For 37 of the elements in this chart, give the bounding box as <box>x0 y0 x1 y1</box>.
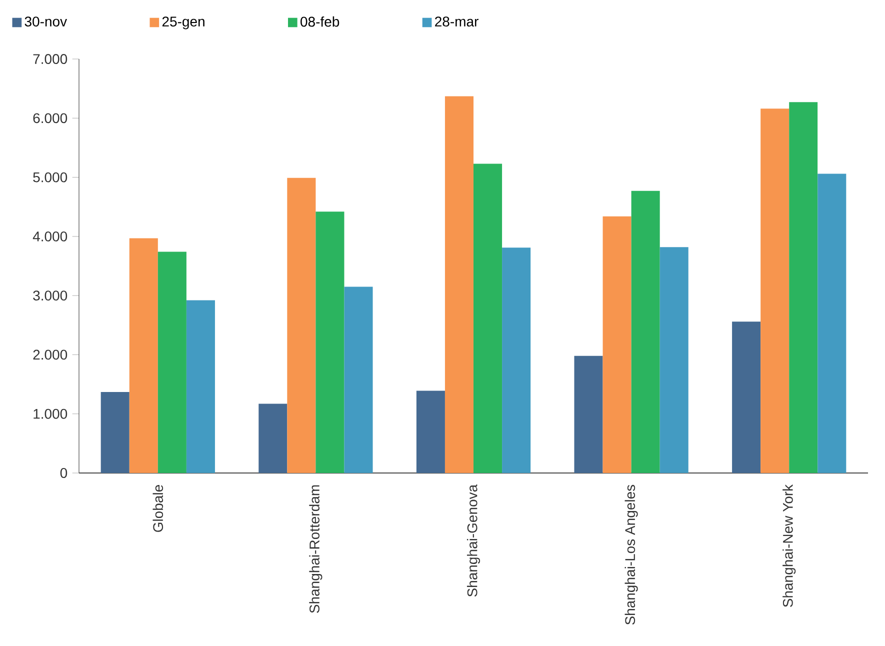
bar <box>129 238 158 473</box>
bar <box>631 190 660 473</box>
y-tick-label: 6.000 <box>33 113 68 124</box>
bar <box>760 108 790 473</box>
y-tick-label: 7.000 <box>33 54 68 64</box>
legend-label: 28-mar <box>435 16 478 27</box>
y-tick-label: 4.000 <box>32 231 68 242</box>
bar <box>574 356 603 473</box>
bar <box>100 392 130 473</box>
bar <box>502 248 531 473</box>
bar <box>602 216 632 473</box>
bar <box>818 174 846 473</box>
x-tick-label: Shanghai-Genova <box>466 484 480 597</box>
bar <box>186 300 215 473</box>
x-tick-label: Shanghai-Rotterdam <box>309 485 322 613</box>
bar <box>287 178 316 473</box>
y-tick-label: 5.000 <box>33 172 68 182</box>
bar <box>789 102 818 473</box>
legend-label: 25-gen <box>162 16 204 30</box>
x-tick-label: Shanghai-Los Angeles <box>624 484 638 625</box>
bar <box>344 286 373 473</box>
bar <box>416 390 445 473</box>
y-tick-label: 3.000 <box>33 290 68 301</box>
bar <box>316 212 344 473</box>
bar <box>474 164 502 473</box>
x-tick-label: Shanghai-New York <box>782 484 796 607</box>
y-tick-label: 0 <box>60 468 68 478</box>
legend-label: 08-feb <box>300 16 340 27</box>
bar <box>660 247 688 473</box>
y-tick-label: 2.000 <box>33 350 68 360</box>
bar <box>732 322 761 473</box>
legend-label: 30-nov <box>24 16 67 27</box>
bar <box>158 252 186 473</box>
y-tick-label: 1.000 <box>34 408 68 419</box>
bar <box>258 404 288 473</box>
x-tick-label: Globale <box>152 485 164 532</box>
bar <box>444 96 474 473</box>
